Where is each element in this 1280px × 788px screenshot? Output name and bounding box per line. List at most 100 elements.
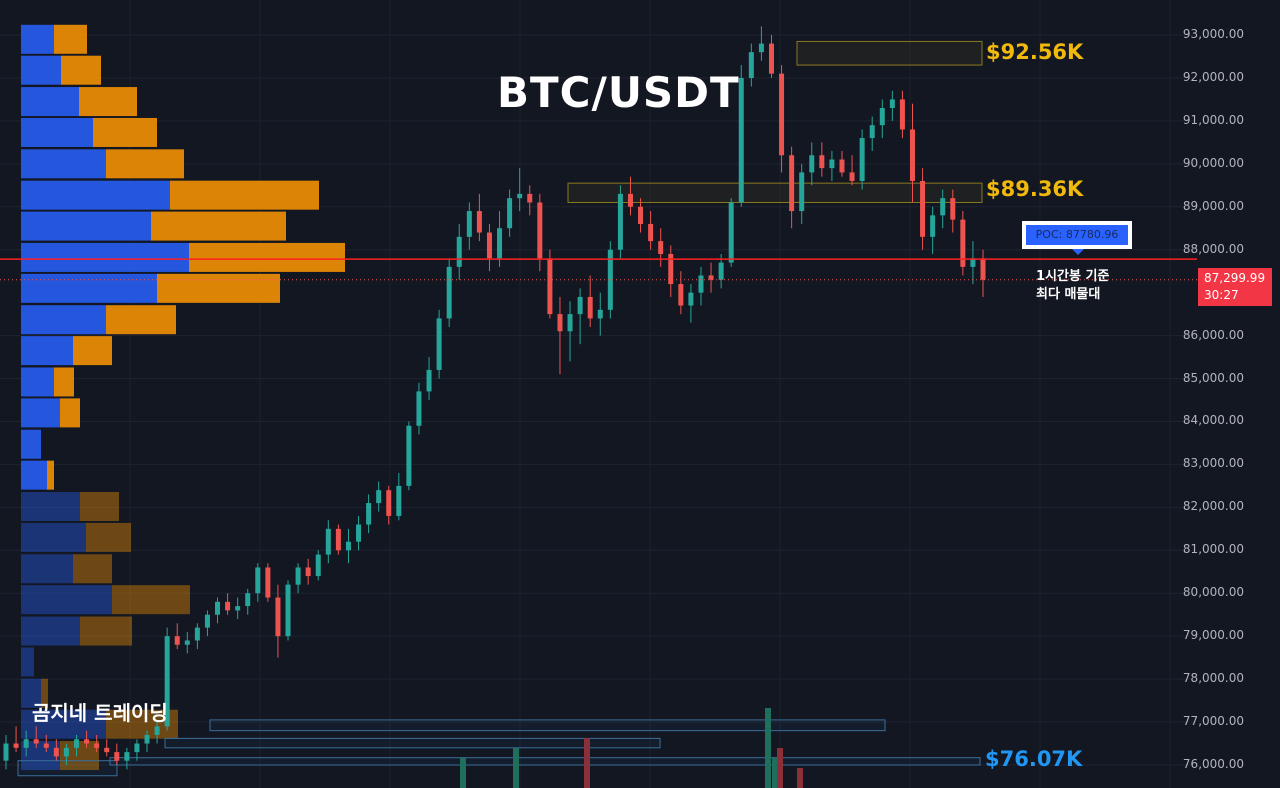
candle-body: [376, 490, 382, 504]
candle-body: [617, 193, 623, 250]
price-axis-label: 85,000.00: [1182, 370, 1244, 385]
volume-bar: [584, 738, 590, 788]
candle-body: [648, 223, 654, 242]
support-zone: [17, 760, 118, 777]
candle-body: [567, 314, 573, 332]
price-axis-label: 76,000.00: [1182, 757, 1244, 771]
volume-profile-buy-bar: [21, 273, 157, 303]
candle-body: [829, 159, 835, 169]
candle-body: [688, 292, 694, 306]
candle-body: [255, 567, 261, 594]
volume-profile-sell-bar: [86, 522, 131, 552]
price-axis-label: 84,000.00: [1182, 413, 1244, 428]
price-axis-label: 79,000.00: [1182, 628, 1244, 643]
candle-body: [768, 43, 774, 74]
price-axis-label: 90,000.00: [1182, 155, 1244, 170]
volume-profile-sell-bar: [170, 180, 319, 210]
candle-body: [426, 369, 432, 392]
volume-profile-buy-bar: [21, 149, 106, 179]
candle-body: [517, 193, 523, 199]
candle-body: [154, 726, 160, 735]
candle-body: [668, 254, 674, 285]
candle-body: [386, 490, 392, 516]
candle-body: [789, 155, 795, 212]
volume-profile-buy-bar: [21, 242, 189, 272]
candle-body: [215, 601, 221, 615]
volume-profile-sell-bar: [61, 55, 101, 85]
candle-body: [839, 159, 845, 173]
candle-body: [799, 172, 805, 212]
candle-body: [476, 211, 482, 233]
volume-profile-buy-bar: [21, 647, 34, 677]
poc-label: POC: 87780.96: [1026, 225, 1128, 245]
candle-body: [84, 739, 90, 744]
candle-body: [225, 601, 231, 611]
candle-body: [114, 752, 120, 761]
volume-profile-buy-bar: [21, 336, 73, 366]
volume-profile-buy-bar: [21, 24, 54, 54]
candle-body: [164, 636, 170, 727]
candle-body: [678, 284, 684, 306]
candle-body: [104, 747, 110, 753]
volume-profile-sell-bar: [106, 305, 176, 335]
candle-body: [738, 77, 744, 203]
volume-profile-sell-bar: [80, 491, 119, 521]
candle-body: [23, 739, 29, 748]
candle-body: [708, 275, 714, 280]
price-axis-label: 80,000.00: [1182, 585, 1244, 600]
resistance-zone: [796, 40, 983, 66]
candle-body: [758, 43, 764, 53]
price-axis-label: 83,000.00: [1182, 456, 1244, 471]
volume-profile-sell-bar: [112, 585, 190, 615]
price-axis-label: 93,000.00: [1182, 27, 1244, 41]
candle-body: [527, 193, 533, 203]
candle-body: [315, 554, 321, 577]
candle-body: [950, 198, 956, 220]
candle-body: [920, 181, 926, 237]
candle-countdown: 30:27: [1204, 288, 1239, 302]
candle-body: [275, 597, 281, 637]
volume-bar: [513, 748, 519, 788]
volume-bar: [765, 708, 771, 788]
volume-profile-sell-bar: [54, 24, 87, 54]
poc-note: 1시간봉 기준 최다 매물대: [1036, 268, 1109, 304]
price-axis-label: 91,000.00: [1182, 112, 1244, 127]
candle-body: [265, 567, 271, 598]
candle-body: [396, 485, 402, 516]
candle-body: [970, 258, 976, 267]
candle-body: [345, 541, 351, 551]
level-label-low: $76.07K: [985, 746, 1083, 771]
candle-body: [466, 211, 472, 237]
candle-body: [144, 734, 150, 744]
volume-profile-buy-bar: [21, 491, 80, 521]
candle-body: [909, 129, 915, 181]
candle-body: [879, 108, 885, 126]
candle-body: [859, 138, 865, 181]
volume-profile-buy-bar: [21, 398, 60, 428]
candle-body: [940, 198, 946, 216]
volume-profile-sell-bar: [60, 398, 80, 428]
candle-body: [416, 391, 422, 426]
chart-title: BTC/USDT: [497, 68, 740, 117]
candle-body: [3, 743, 9, 761]
candle-body: [869, 125, 875, 139]
candle-body: [960, 219, 966, 267]
candle-body: [245, 593, 251, 607]
volume-profile-sell-bar: [157, 273, 280, 303]
volume-profile-sell-bar: [151, 211, 286, 241]
candle-body: [94, 743, 100, 748]
resistance-zone: [567, 182, 983, 203]
candle-body: [577, 296, 583, 315]
price-axis-label: 92,000.00: [1182, 69, 1244, 84]
candle-body: [627, 193, 633, 207]
volume-profile-sell-bar: [41, 678, 48, 708]
level-label-high: $92.56K: [986, 39, 1084, 64]
candle-body: [497, 228, 503, 259]
volume-profile-buy-bar: [21, 554, 73, 584]
candle-body: [728, 202, 734, 263]
candle-body: [597, 309, 603, 319]
candle-body: [43, 743, 49, 748]
candle-body: [366, 503, 372, 525]
candle-body: [74, 739, 80, 748]
